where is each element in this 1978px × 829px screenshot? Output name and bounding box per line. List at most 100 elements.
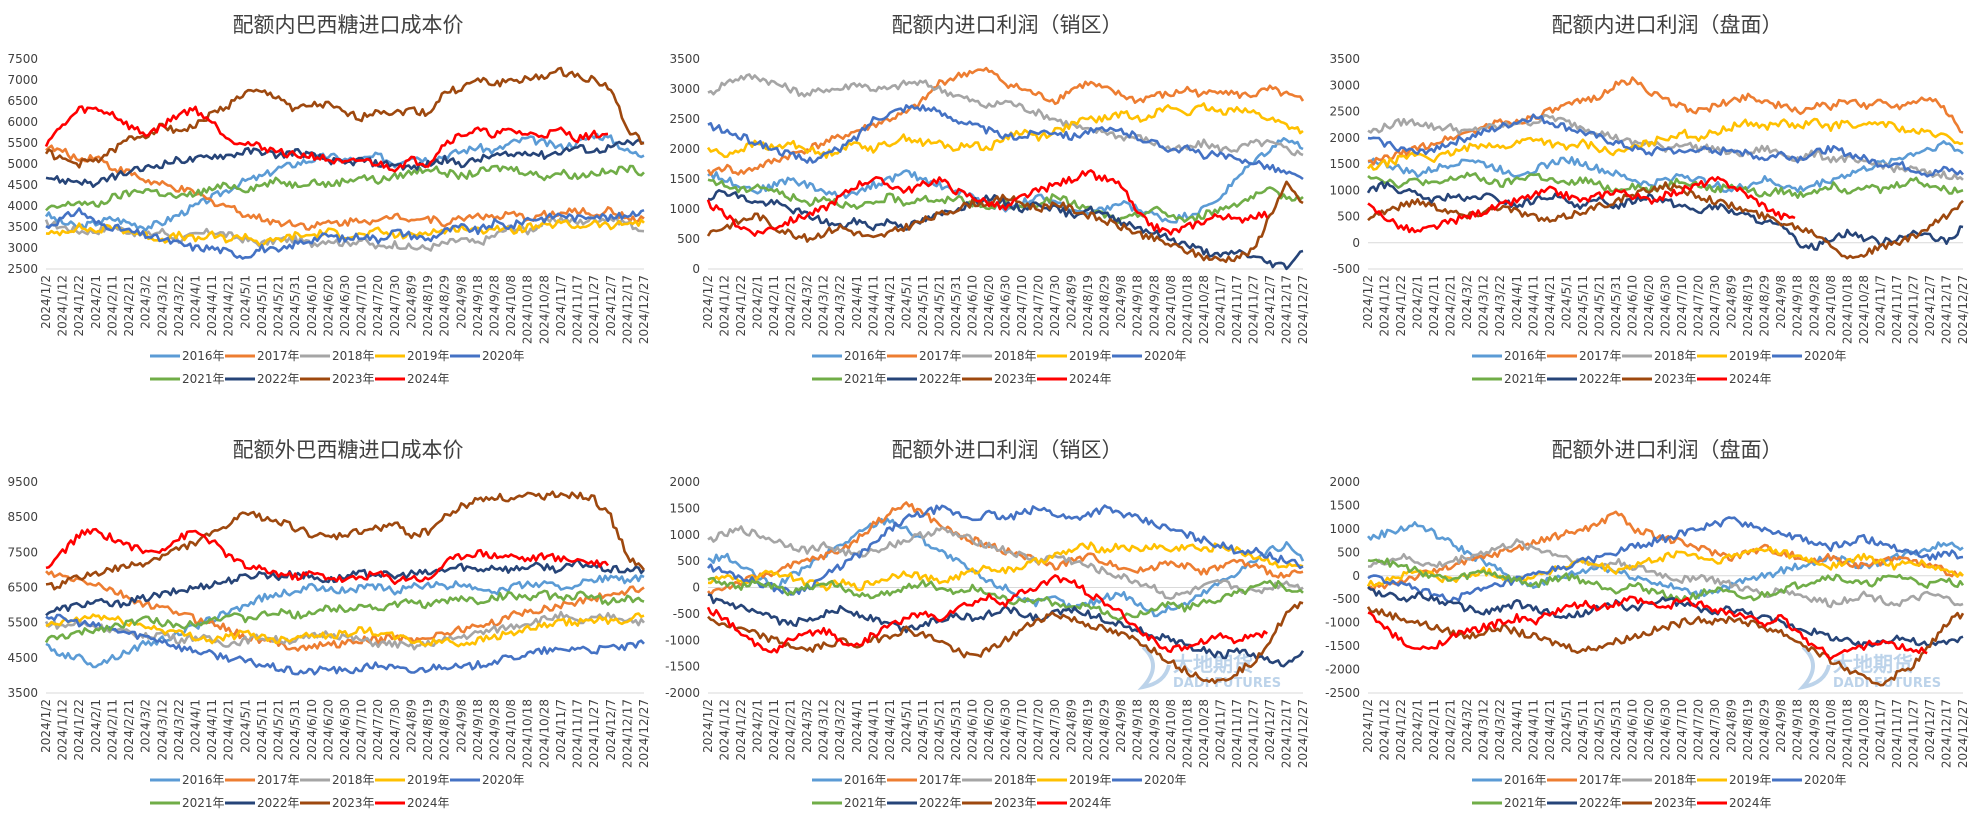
chart-panel-5: 配额外进口利润（销区） -2000 -1500 -1000 -500 0 500 1000 15… — [665, 438, 1310, 810]
x-tick-label: 2024/1/22 — [1394, 275, 1408, 337]
x-tick-label: 2024/3/2 — [139, 699, 153, 753]
series-line-2018年 — [1368, 538, 1964, 609]
x-tick-label: 2024/12/17 — [1939, 275, 1953, 344]
x-tick-label: 2024/12/27 — [637, 275, 651, 344]
legend-label: 2018年 — [332, 349, 375, 363]
x-tick-label: 2024/5/21 — [932, 275, 946, 337]
legend-label: 2017年 — [919, 773, 962, 787]
x-tick-label: 2024/4/11 — [866, 275, 880, 337]
x-tick-label: 2024/3/2 — [1460, 275, 1474, 329]
x-tick-label: 2024/1/12 — [1378, 275, 1392, 337]
x-tick-label: 2024/6/30 — [999, 275, 1013, 337]
x-tick-label: 2024/6/30 — [1659, 699, 1673, 761]
x-tick-label: 2024/7/30 — [388, 275, 402, 337]
x-tick-label: 2024/10/28 — [1857, 699, 1871, 768]
x-tick-label: 2024/2/21 — [122, 275, 136, 337]
x-tick-label: 2024/2/21 — [784, 275, 798, 337]
x-tick-label: 2024/11/27 — [1246, 699, 1260, 768]
legend-label: 2019年 — [1729, 349, 1772, 363]
y-tick-label: 1500 — [1329, 157, 1360, 171]
y-tick-label: 7500 — [7, 52, 38, 66]
x-tick-label: 2024/1/2 — [1361, 699, 1375, 753]
x-tick-label: 2024/11/7 — [1873, 275, 1887, 337]
y-tick-label: 8500 — [7, 510, 38, 524]
x-tick-label: 2024/5/31 — [1609, 699, 1623, 761]
legend-label: 2017年 — [257, 773, 300, 787]
x-tick-label: 2024/9/28 — [1147, 275, 1161, 337]
x-tick-label: 2024/1/2 — [701, 699, 715, 753]
x-tick-label: 2024/5/1 — [899, 699, 913, 753]
series-line-2017年 — [45, 570, 645, 652]
x-tick-label: 2024/9/18 — [471, 275, 485, 337]
chart-title: 配额外进口利润（盘面） — [1552, 438, 1783, 462]
x-tick-label: 2024/12/17 — [620, 275, 634, 344]
x-tick-label: 2024/12/27 — [1956, 699, 1970, 768]
y-tick-label: 2000 — [1329, 131, 1360, 145]
x-tick-label: 2024/1/22 — [734, 275, 748, 337]
chart-panel-2: 配额内进口利润（销区） 0 500 1000 1500 2000 2500 3000 3500 2… — [669, 13, 1310, 386]
chart-title: 配额内巴西糖进口成本价 — [233, 13, 464, 37]
x-tick-label: 2024/10/8 — [1164, 699, 1178, 761]
legend-label: 2017年 — [257, 349, 300, 363]
legend-label: 2016年 — [844, 349, 887, 363]
legend-label: 2022年 — [919, 796, 962, 810]
x-tick-label: 2024/10/8 — [504, 699, 518, 761]
x-tick-label: 2024/7/10 — [1675, 275, 1689, 337]
y-tick-label: 0 — [1352, 569, 1360, 583]
x-tick-label: 2024/6/30 — [999, 699, 1013, 761]
y-tick-label: -2500 — [1325, 686, 1360, 700]
x-tick-label: 2024/8/9 — [1725, 275, 1739, 329]
x-tick-label: 2024/3/2 — [139, 275, 153, 329]
series-line-2020年 — [707, 104, 1304, 181]
x-tick-label: 2024/1/22 — [72, 275, 86, 337]
x-tick-label: 2024/11/27 — [1906, 699, 1920, 768]
watermark-en: DADI FUTURES — [1173, 676, 1281, 691]
x-tick-label: 2024/6/30 — [338, 699, 352, 761]
x-tick-label: 2024/10/28 — [537, 699, 551, 768]
legend-label: 2016年 — [1504, 773, 1547, 787]
legend-label: 2022年 — [919, 372, 962, 386]
x-tick-label: 2024/10/28 — [1197, 699, 1211, 768]
x-tick-label: 2024/11/27 — [587, 699, 601, 768]
x-tick-label: 2024/9/8 — [1114, 275, 1128, 329]
x-tick-label: 2024/8/29 — [1098, 699, 1112, 761]
y-tick-label: 6000 — [7, 115, 38, 129]
x-tick-label: 2024/7/20 — [371, 699, 385, 761]
legend-label: 2021年 — [844, 796, 887, 810]
x-tick-label: 2024/4/1 — [1510, 699, 1524, 753]
x-tick-label: 2024/9/18 — [1791, 275, 1805, 337]
series-line-2023年 — [44, 66, 645, 169]
x-tick-label: 2024/9/8 — [1774, 699, 1788, 753]
legend-label: 2019年 — [1069, 773, 1112, 787]
series-line-2020年 — [1367, 113, 1964, 178]
x-tick-label: 2024/12/7 — [1263, 275, 1277, 337]
x-tick-label: 2024/10/28 — [1857, 275, 1871, 344]
legend-label: 2022年 — [1579, 796, 1622, 810]
x-tick-label: 2024/1/12 — [56, 699, 70, 761]
legend-label: 2024年 — [407, 372, 450, 386]
legend-label: 2016年 — [1504, 349, 1547, 363]
legend-label: 2022年 — [257, 796, 300, 810]
legend-label: 2017年 — [1579, 773, 1622, 787]
x-tick-label: 2024/7/30 — [1048, 275, 1062, 337]
series-line-2024年 — [706, 169, 1269, 237]
series-line-2024年 — [45, 527, 610, 586]
x-tick-label: 2024/7/30 — [1048, 699, 1062, 761]
x-tick-label: 2024/9/18 — [1131, 275, 1145, 337]
series-line-2022年 — [1367, 586, 1964, 649]
y-tick-label: -500 — [1333, 262, 1360, 276]
series-line-2016年 — [44, 132, 645, 232]
x-tick-label: 2024/7/10 — [1015, 699, 1029, 761]
legend-label: 2023年 — [332, 372, 375, 386]
x-tick-label: 2024/4/1 — [189, 699, 203, 753]
x-tick-label: 2024/1/22 — [734, 699, 748, 761]
x-tick-label: 2024/3/12 — [1477, 275, 1491, 337]
x-tick-label: 2024/8/29 — [1758, 275, 1772, 337]
y-tick-label: 3000 — [669, 82, 700, 96]
legend-label: 2020年 — [482, 349, 525, 363]
x-tick-label: 2024/3/12 — [155, 275, 169, 337]
x-tick-label: 2024/4/21 — [222, 699, 236, 761]
x-tick-label: 2024/12/7 — [604, 275, 618, 337]
watermark-en: DADI FUTURES — [1833, 676, 1941, 691]
x-tick-label: 2024/11/27 — [587, 275, 601, 344]
